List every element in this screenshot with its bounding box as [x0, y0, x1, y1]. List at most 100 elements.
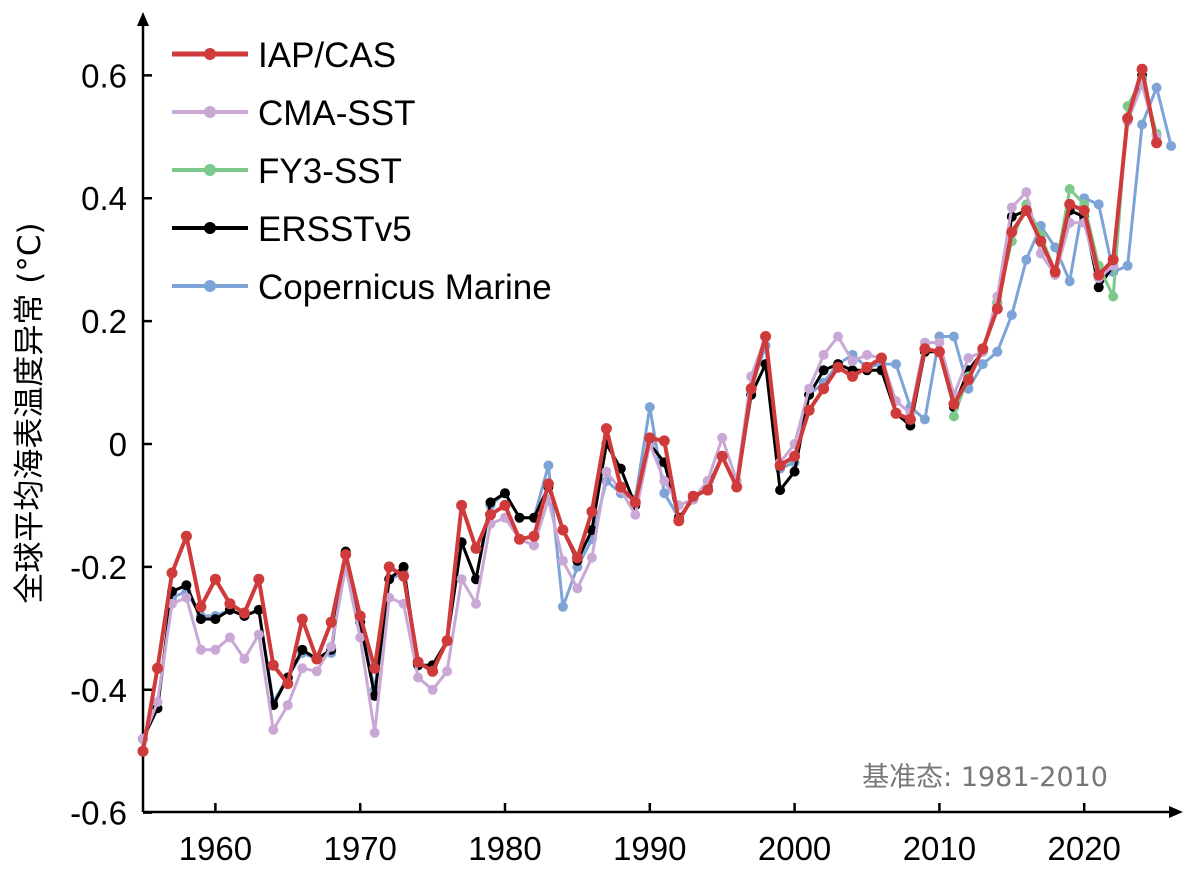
- data-point: [253, 604, 264, 615]
- data-point: [427, 684, 438, 695]
- legend-item-copernicus-marine: Copernicus Marine: [172, 268, 552, 307]
- x-axis-arrow: [1169, 806, 1183, 818]
- data-point: [268, 724, 279, 735]
- data-point: [412, 656, 424, 668]
- legend-label: FY3-SST: [258, 152, 402, 191]
- data-point: [891, 359, 901, 370]
- data-point: [1151, 137, 1163, 149]
- data-point: [861, 361, 873, 373]
- data-point: [934, 337, 945, 348]
- data-point: [514, 533, 525, 545]
- data-point: [485, 497, 496, 508]
- x-tick-label: 2000: [758, 830, 831, 867]
- data-point: [789, 450, 801, 462]
- legend-swatch-marker: [204, 222, 216, 234]
- data-point: [354, 610, 366, 622]
- data-point: [702, 484, 714, 496]
- data-point: [1078, 205, 1090, 216]
- data-point: [847, 356, 858, 367]
- legend-item-fy3-sst: FY3-SST: [172, 152, 402, 191]
- data-point: [731, 481, 743, 493]
- data-point: [1108, 291, 1119, 302]
- x-tick-label: 1960: [179, 830, 252, 867]
- data-point: [600, 423, 612, 435]
- data-point: [572, 583, 583, 594]
- data-point: [630, 509, 641, 520]
- data-point: [1093, 269, 1105, 281]
- data-point: [948, 398, 960, 410]
- data-point: [644, 432, 656, 444]
- data-point: [847, 370, 858, 382]
- data-point: [760, 331, 772, 342]
- data-point: [963, 353, 974, 363]
- x-tick-label: 2020: [1047, 830, 1120, 867]
- data-point: [557, 524, 569, 536]
- data-point: [629, 496, 641, 508]
- data-point: [210, 644, 221, 655]
- data-point: [195, 644, 206, 655]
- data-point: [977, 359, 988, 370]
- data-point: [224, 632, 235, 643]
- data-point: [499, 499, 511, 511]
- data-point: [267, 659, 279, 671]
- data-point: [456, 499, 468, 511]
- data-point: [1107, 254, 1119, 266]
- data-point: [774, 460, 786, 471]
- data-point: [152, 662, 163, 674]
- data-point: [818, 365, 829, 376]
- data-point: [1093, 199, 1104, 210]
- data-point: [210, 614, 221, 625]
- data-point: [181, 592, 192, 603]
- data-point: [557, 601, 568, 612]
- data-point: [586, 525, 597, 535]
- y-axis-label: 全球平均海表温度异常 (°C): [12, 222, 48, 603]
- data-point: [442, 666, 453, 677]
- data-point: [413, 672, 424, 683]
- data-point: [296, 613, 308, 625]
- y-tick-label: 0: [109, 426, 127, 463]
- legend-label: ERSSTv5: [258, 210, 412, 249]
- x-tick-label: 1990: [613, 830, 686, 867]
- data-point: [528, 530, 540, 542]
- data-point: [659, 475, 670, 486]
- data-point: [340, 549, 352, 561]
- baseline-note: 基准态: 1981-2010: [862, 762, 1108, 793]
- data-point: [470, 542, 482, 554]
- data-point: [586, 552, 597, 563]
- data-point: [1064, 198, 1076, 210]
- data-point: [644, 402, 655, 413]
- y-tick-label: -0.4: [70, 672, 127, 709]
- data-point: [311, 653, 323, 665]
- data-point: [933, 346, 945, 358]
- legend-label: IAP/CAS: [258, 36, 396, 75]
- data-point: [456, 574, 467, 585]
- data-point: [775, 485, 786, 496]
- data-point: [253, 573, 265, 585]
- data-point: [977, 343, 989, 355]
- data-point: [1064, 276, 1075, 287]
- legend-item-iap-cas: IAP/CAS: [172, 36, 396, 75]
- legend: IAP/CAS CMA-SST FY3-SST ERSSTv5 Copernicus M…: [172, 36, 552, 307]
- legend-swatch-marker: [204, 48, 216, 60]
- data-point: [586, 506, 598, 518]
- data-point: [181, 580, 192, 591]
- data-point: [471, 598, 481, 609]
- data-point: [427, 665, 439, 677]
- y-axis-arrow: [137, 12, 149, 26]
- data-point: [239, 654, 250, 664]
- data-point: [962, 374, 974, 385]
- data-point: [325, 616, 337, 628]
- data-point: [1136, 63, 1148, 75]
- data-point: [238, 607, 250, 619]
- data-point: [919, 343, 931, 355]
- data-point: [543, 460, 554, 471]
- data-point: [904, 413, 916, 425]
- x-tick-label: 2010: [903, 830, 976, 867]
- data-point: [571, 552, 583, 564]
- data-point: [673, 515, 685, 527]
- legend-label: CMA-SST: [258, 94, 416, 133]
- data-point: [919, 414, 930, 425]
- data-point: [383, 561, 395, 573]
- data-point: [1151, 82, 1162, 93]
- data-point: [355, 632, 366, 643]
